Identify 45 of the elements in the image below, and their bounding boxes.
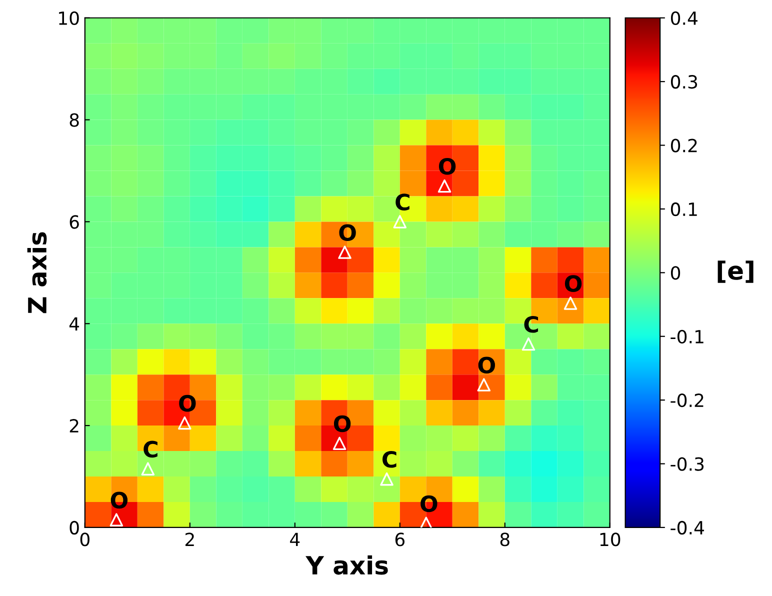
annotation: O bbox=[334, 415, 351, 432]
x-tick-label: 2 bbox=[185, 532, 194, 546]
point bbox=[380, 472, 394, 486]
annotation: O bbox=[564, 275, 582, 292]
point bbox=[420, 516, 433, 528]
y-tick-label: 4 bbox=[69, 317, 80, 330]
y-tick-label: 6 bbox=[70, 215, 79, 229]
x-axis-title: Y axis bbox=[306, 555, 388, 575]
annotation: C bbox=[144, 440, 158, 458]
point bbox=[338, 246, 352, 259]
point bbox=[178, 416, 192, 430]
annotation: O bbox=[110, 492, 128, 509]
annotation: O bbox=[339, 224, 356, 242]
color-bar-title: [e] bbox=[718, 260, 754, 283]
x-tick-label: 4 bbox=[290, 532, 300, 546]
point bbox=[477, 378, 491, 392]
annotation: O bbox=[438, 158, 456, 175]
color-bar-label: 0.3 bbox=[670, 75, 698, 89]
annotation: C bbox=[524, 316, 538, 333]
point bbox=[522, 337, 536, 351]
annotation: C bbox=[382, 450, 396, 468]
y-tick-label: 0 bbox=[70, 520, 79, 535]
point bbox=[564, 296, 578, 310]
x-tick-label: 0 bbox=[80, 532, 90, 546]
color-bar-label: -0.3 bbox=[670, 457, 704, 471]
annotation: O bbox=[420, 495, 438, 512]
color-bar-label: -0.2 bbox=[670, 394, 704, 408]
point bbox=[110, 513, 124, 526]
color-bar-label: 0.2 bbox=[670, 138, 697, 152]
y-tick-label: 2 bbox=[70, 419, 78, 432]
x-tick-label: 10 bbox=[600, 532, 620, 546]
point bbox=[393, 215, 407, 228]
color-bar-label: 0 bbox=[670, 266, 680, 280]
x-tick-label: 6 bbox=[395, 532, 405, 546]
color-bar-label: 0.1 bbox=[670, 202, 697, 216]
annotation: C bbox=[396, 194, 410, 210]
color-bar-label: 0.4 bbox=[670, 11, 698, 25]
color-bar-label: -0.1 bbox=[670, 330, 704, 344]
color-bar-label: -0.4 bbox=[670, 520, 704, 535]
y-tick-label: 10 bbox=[59, 11, 79, 25]
x-tick-label: 8 bbox=[500, 532, 510, 546]
y-tick-label: 8 bbox=[70, 113, 79, 127]
annotation: O bbox=[478, 356, 495, 374]
annotation: O bbox=[179, 394, 196, 412]
y-axis-title: Z axis bbox=[27, 232, 47, 314]
